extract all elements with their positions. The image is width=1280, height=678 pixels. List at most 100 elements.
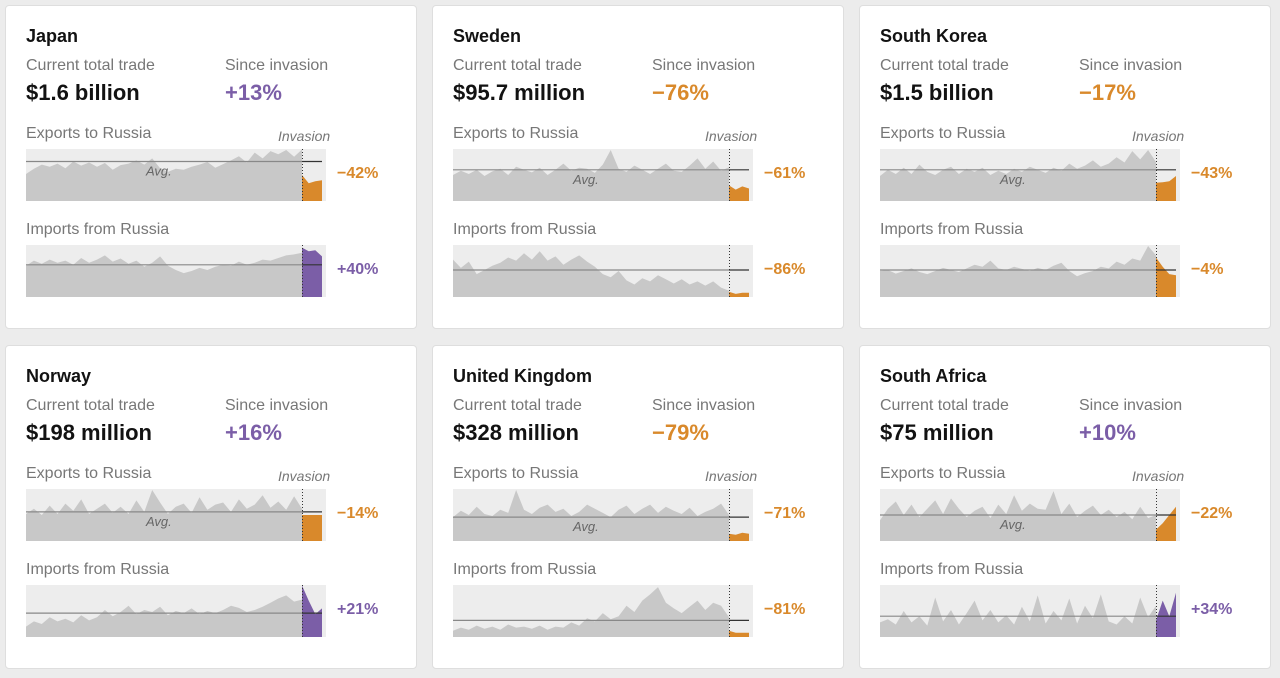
- pre-invasion-area: [880, 150, 1156, 201]
- current-total-trade-value: $198 million: [26, 420, 152, 445]
- country-name: Japan: [26, 26, 79, 46]
- imports-label: Imports from Russia: [880, 221, 1024, 238]
- since-invasion-value: −79%: [652, 420, 709, 445]
- post-invasion-area: [1156, 257, 1176, 297]
- imports-change-value: +34%: [1191, 601, 1233, 618]
- exports-change-value: −43%: [1191, 165, 1233, 182]
- imports-sparkline: [453, 245, 753, 297]
- exports-change-value: −22%: [1191, 505, 1233, 522]
- post-invasion-area: [302, 247, 322, 297]
- post-invasion-area: [729, 630, 749, 637]
- post-invasion-area: [302, 175, 322, 201]
- pre-invasion-area: [453, 251, 729, 297]
- pre-invasion-area: [26, 490, 302, 541]
- current-total-trade-label: Current total trade: [26, 397, 155, 414]
- pre-invasion-area: [26, 252, 302, 297]
- post-invasion-area: [729, 291, 749, 297]
- imports-chart: [26, 245, 326, 302]
- invasion-label: Invasion: [278, 468, 331, 484]
- imports-change-value: −4%: [1191, 261, 1224, 278]
- post-invasion-area: [302, 515, 322, 541]
- imports-chart: [26, 585, 326, 642]
- exports-change-value: −71%: [764, 505, 806, 522]
- exports-chart: Avg.: [26, 149, 326, 206]
- country-name: Norway: [26, 366, 92, 386]
- since-invasion-label: Since invasion: [225, 397, 329, 414]
- imports-sparkline: [26, 245, 326, 297]
- exports-sparkline: Avg.: [26, 149, 326, 201]
- country-card: Japan Current total trade Since invasion $1…: [5, 5, 417, 329]
- since-invasion-label: Since invasion: [652, 57, 756, 74]
- current-total-trade-value: $1.6 billion: [26, 80, 140, 105]
- imports-change-value: −81%: [764, 601, 806, 618]
- current-total-trade-value: $1.5 billion: [880, 80, 994, 105]
- since-invasion-label: Since invasion: [1079, 57, 1183, 74]
- imports-change-value: +40%: [337, 261, 379, 278]
- current-total-trade-value: $75 million: [880, 420, 994, 445]
- exports-label: Exports to Russia: [26, 125, 152, 142]
- avg-label: Avg.: [572, 172, 599, 187]
- imports-label: Imports from Russia: [26, 221, 170, 238]
- exports-chart: Avg.: [453, 489, 753, 546]
- imports-label: Imports from Russia: [453, 561, 597, 578]
- imports-sparkline: [880, 245, 1180, 297]
- current-total-trade-label: Current total trade: [26, 57, 155, 74]
- since-invasion-value: +16%: [225, 420, 282, 445]
- post-invasion-area: [1156, 592, 1176, 637]
- exports-sparkline: Avg.: [453, 149, 753, 201]
- pre-invasion-area: [453, 150, 729, 201]
- country-card: United Kingdom Current total trade Since i…: [432, 345, 844, 669]
- imports-sparkline: [26, 585, 326, 637]
- since-invasion-label: Since invasion: [225, 57, 329, 74]
- invasion-label: Invasion: [278, 128, 331, 144]
- avg-label: Avg.: [999, 517, 1026, 532]
- exports-chart: Avg.: [26, 489, 326, 546]
- current-total-trade-label: Current total trade: [453, 57, 582, 74]
- exports-change-value: −61%: [764, 165, 806, 182]
- invasion-label: Invasion: [1132, 128, 1185, 144]
- imports-chart: [880, 585, 1180, 642]
- country-name: South Korea: [880, 26, 988, 46]
- post-invasion-area: [729, 532, 749, 541]
- imports-change-value: +21%: [337, 601, 379, 618]
- invasion-label: Invasion: [705, 128, 758, 144]
- country-card: South Korea Current total trade Since inva…: [859, 5, 1271, 329]
- country-card: South Africa Current total trade Since inv…: [859, 345, 1271, 669]
- country-name: Sweden: [453, 26, 522, 46]
- exports-sparkline: Avg.: [26, 489, 326, 541]
- avg-label: Avg.: [145, 514, 172, 529]
- country-name: United Kingdom: [453, 366, 592, 386]
- avg-label: Avg.: [999, 172, 1026, 187]
- country-card: Norway Current total trade Since invasion $…: [5, 345, 417, 669]
- imports-sparkline: [453, 585, 753, 637]
- exports-change-value: −14%: [337, 505, 379, 522]
- imports-label: Imports from Russia: [453, 221, 597, 238]
- exports-chart: Avg.: [453, 149, 753, 206]
- exports-label: Exports to Russia: [453, 465, 579, 482]
- since-invasion-value: −17%: [1079, 80, 1136, 105]
- current-total-trade-label: Current total trade: [880, 57, 1009, 74]
- exports-label: Exports to Russia: [880, 125, 1006, 142]
- imports-chart: [453, 245, 753, 302]
- current-total-trade-value: $328 million: [453, 420, 579, 445]
- pre-invasion-area: [26, 149, 302, 201]
- exports-sparkline: Avg.: [453, 489, 753, 541]
- since-invasion-value: +10%: [1079, 420, 1136, 445]
- pre-invasion-area: [453, 490, 729, 541]
- post-invasion-area: [1156, 176, 1176, 201]
- imports-chart: [880, 245, 1180, 302]
- imports-chart: [453, 585, 753, 642]
- current-total-trade-label: Current total trade: [880, 397, 1009, 414]
- imports-label: Imports from Russia: [26, 561, 170, 578]
- exports-change-value: −42%: [337, 165, 379, 182]
- exports-chart: Avg.: [880, 489, 1180, 546]
- current-total-trade-value: $95.7 million: [453, 80, 586, 105]
- pre-invasion-area: [453, 587, 729, 637]
- since-invasion-label: Since invasion: [1079, 397, 1183, 414]
- current-total-trade-label: Current total trade: [453, 397, 582, 414]
- exports-sparkline: Avg.: [880, 149, 1180, 201]
- invasion-label: Invasion: [705, 468, 758, 484]
- imports-change-value: −86%: [764, 261, 806, 278]
- since-invasion-value: −76%: [652, 80, 709, 105]
- pre-invasion-area: [880, 491, 1156, 541]
